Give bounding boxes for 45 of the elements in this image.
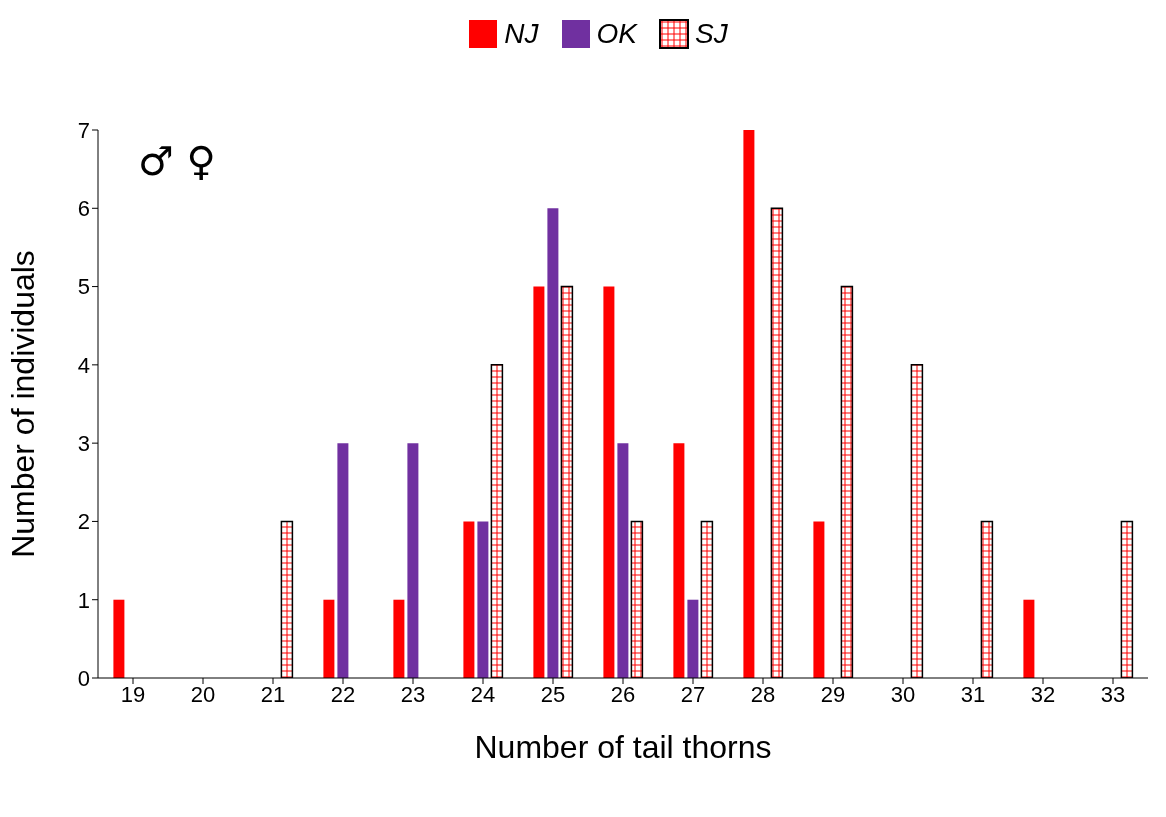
y-tick-label: 0: [77, 665, 90, 691]
x-tick-label: 30: [890, 681, 916, 707]
x-tick-label: 23: [400, 681, 426, 707]
y-tick-label: 3: [77, 430, 90, 456]
bar: [337, 443, 349, 678]
x-tick-label: 26: [610, 681, 636, 707]
x-tick-label: 22: [330, 681, 356, 707]
bar: [113, 599, 125, 678]
x-tick-label: 31: [960, 681, 986, 707]
x-tick-label: 21: [260, 681, 286, 707]
bar: [393, 599, 405, 678]
x-tick-label: 27: [680, 681, 706, 707]
bar: [617, 443, 629, 678]
y-tick-label: 7: [77, 117, 90, 143]
bar: [323, 599, 335, 678]
x-tick-label: 20: [190, 681, 216, 707]
x-axis-title: Number of tail thorns: [474, 729, 772, 765]
y-tick-label: 5: [77, 274, 90, 300]
annotation: ♂ ♀: [138, 138, 216, 184]
x-tick-label: 32: [1030, 681, 1056, 707]
bar: [673, 443, 685, 678]
bar: [813, 521, 825, 678]
x-tick-label: 25: [540, 681, 566, 707]
bar: [463, 521, 475, 678]
x-tick-label: 19: [120, 681, 146, 707]
legend-label: NJ: [504, 18, 539, 50]
bar: [687, 599, 699, 678]
y-axis-title: Number of individuals: [5, 250, 42, 558]
x-tick-label: 28: [750, 681, 776, 707]
bar: [477, 521, 489, 678]
x-tick-label: 24: [470, 681, 496, 707]
bar: [743, 130, 755, 678]
bar: [603, 286, 615, 678]
bar: [533, 286, 545, 678]
bar: [1023, 599, 1035, 678]
bar: [547, 208, 559, 678]
legend-label: SJ: [695, 18, 728, 50]
bar: [407, 443, 419, 678]
y-tick-label: 2: [77, 509, 90, 535]
x-tick-label: 33: [1100, 681, 1126, 707]
x-tick-label: 29: [820, 681, 846, 707]
y-tick-label: 4: [77, 352, 90, 378]
y-tick-label: 6: [77, 196, 90, 222]
legend-label: OK: [596, 18, 637, 50]
y-tick-label: 1: [77, 587, 90, 613]
